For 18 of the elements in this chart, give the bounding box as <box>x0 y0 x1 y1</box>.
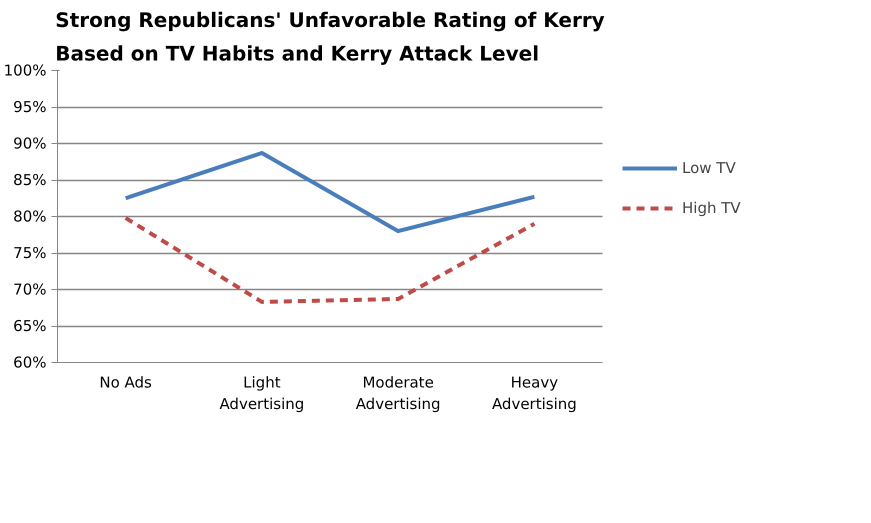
x-tick-label: Light Advertising <box>219 374 304 414</box>
y-tick-label: 85% <box>13 171 47 189</box>
chart-title: Strong Republicans' Unfavorable Rating of Kerry Based on TV Habits and Kerry Attack Level <box>55 8 605 66</box>
line-series <box>124 216 536 304</box>
x-tick-label: No Ads <box>99 374 152 392</box>
y-tick-label: 95% <box>13 98 47 116</box>
y-tick-label: 75% <box>13 244 47 262</box>
y-tick-label: 60% <box>13 354 47 372</box>
y-tick-label: 90% <box>13 134 47 152</box>
line-series <box>124 150 536 234</box>
legend-label: Low TV <box>682 159 736 177</box>
y-tick-label: 70% <box>13 280 47 298</box>
legend-label: High TV <box>682 199 741 217</box>
y-tick-label: 100% <box>4 62 47 80</box>
y-tick-label: 65% <box>13 317 47 335</box>
x-tick-label: Moderate Advertising <box>356 374 441 414</box>
y-tick-label: 80% <box>13 208 47 226</box>
x-tick-label: Heavy Advertising <box>492 374 577 414</box>
